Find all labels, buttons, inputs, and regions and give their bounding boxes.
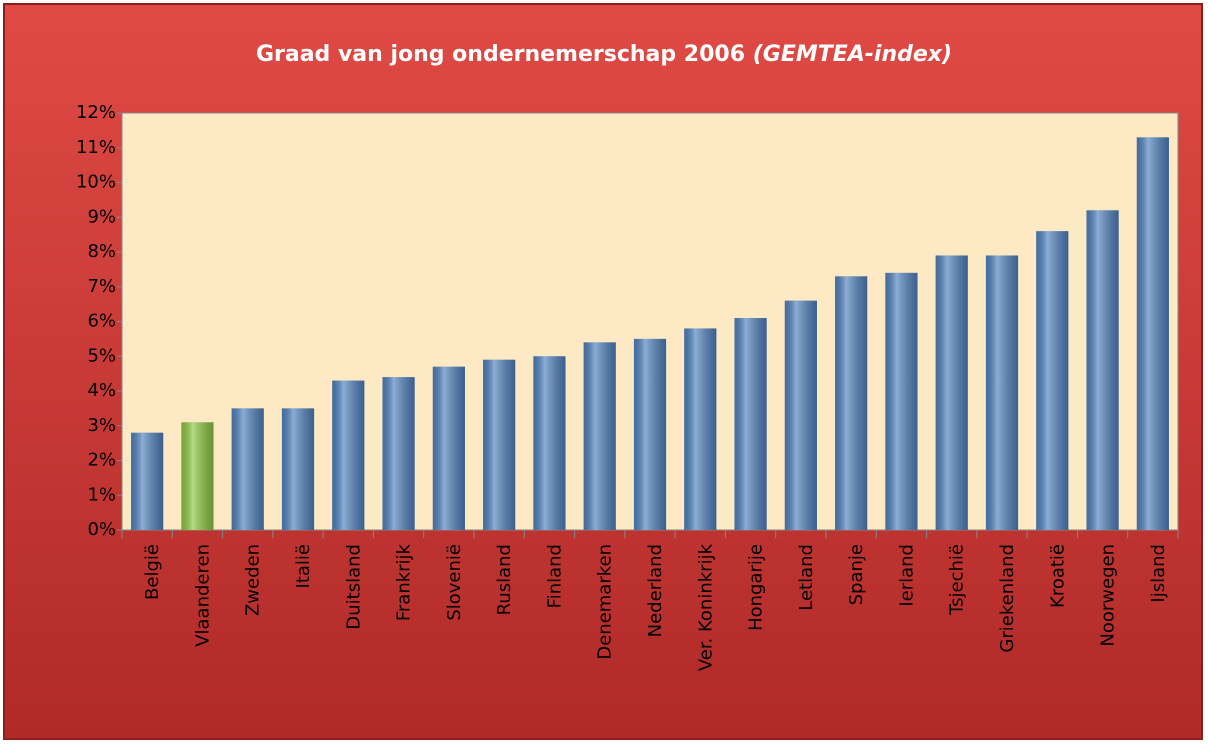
bar	[1086, 210, 1119, 531]
x-tick-label: Frankrijk	[394, 543, 415, 621]
x-tick-label: Nederland	[645, 544, 666, 637]
bar	[885, 272, 918, 530]
bar	[533, 356, 566, 530]
bar	[131, 432, 164, 530]
x-tick-label: Spanje	[846, 544, 867, 605]
x-tick-label: Griekenland	[997, 544, 1018, 653]
bar	[583, 342, 616, 530]
bar	[1036, 231, 1069, 530]
y-tick-label: 5%	[87, 345, 116, 366]
y-tick-label: 0%	[87, 519, 116, 540]
y-tick-label: 6%	[87, 311, 116, 332]
title-note: (GEMTEA-index)	[753, 42, 952, 67]
bar	[1136, 137, 1169, 530]
x-tick-label: Ver. Koninkrijk	[695, 543, 716, 671]
x-tick-label: Ierland	[896, 544, 917, 607]
x-tick-label: Ijsland	[1148, 544, 1169, 603]
bar	[935, 255, 968, 530]
y-tick-label: 12%	[76, 102, 116, 123]
bar	[432, 366, 465, 530]
bar	[734, 318, 767, 530]
x-tick-label: Hongarije	[746, 544, 767, 631]
bar	[181, 422, 214, 530]
bar	[483, 359, 516, 530]
y-tick-label: 8%	[87, 241, 116, 262]
bar	[985, 255, 1019, 530]
x-tick-label: Vlaanderen	[192, 544, 213, 647]
chart-title: Graad van jong ondernemerschap 2006 (GEM…	[256, 42, 952, 67]
x-tick-label: Slovenië	[444, 544, 465, 621]
bar	[281, 408, 315, 530]
x-tick-label: Letland	[796, 544, 817, 611]
x-tick-label: Italië	[293, 544, 314, 588]
bar	[633, 338, 667, 530]
y-tick-label: 1%	[87, 484, 116, 505]
x-tick-label: Kroatië	[1047, 544, 1068, 608]
bar	[382, 377, 415, 530]
x-tick-label: Rusland	[494, 544, 515, 615]
y-tick-label: 11%	[76, 137, 116, 158]
x-tick-label: Finland	[544, 544, 565, 608]
y-tick-label: 10%	[76, 172, 116, 193]
x-tick-label: Denemarken	[595, 544, 616, 660]
bar	[835, 276, 868, 530]
bar	[231, 408, 264, 530]
y-tick-label: 2%	[87, 450, 116, 471]
x-tick-label: Noorwegen	[1098, 544, 1119, 647]
title-main: Graad van jong ondernemerschap 2006	[256, 42, 745, 67]
x-tick-label: Zweden	[243, 544, 264, 616]
bar	[684, 328, 717, 530]
x-tick-label: Duitsland	[343, 544, 364, 630]
y-tick-label: 3%	[87, 415, 116, 436]
x-tick-label: België	[142, 544, 163, 600]
y-tick-label: 4%	[87, 380, 116, 401]
bar	[784, 300, 817, 530]
x-tick-label: Tsjechië	[947, 544, 968, 616]
y-tick-label: 7%	[87, 276, 116, 297]
y-tick-label: 9%	[87, 206, 116, 227]
bar	[332, 380, 365, 530]
